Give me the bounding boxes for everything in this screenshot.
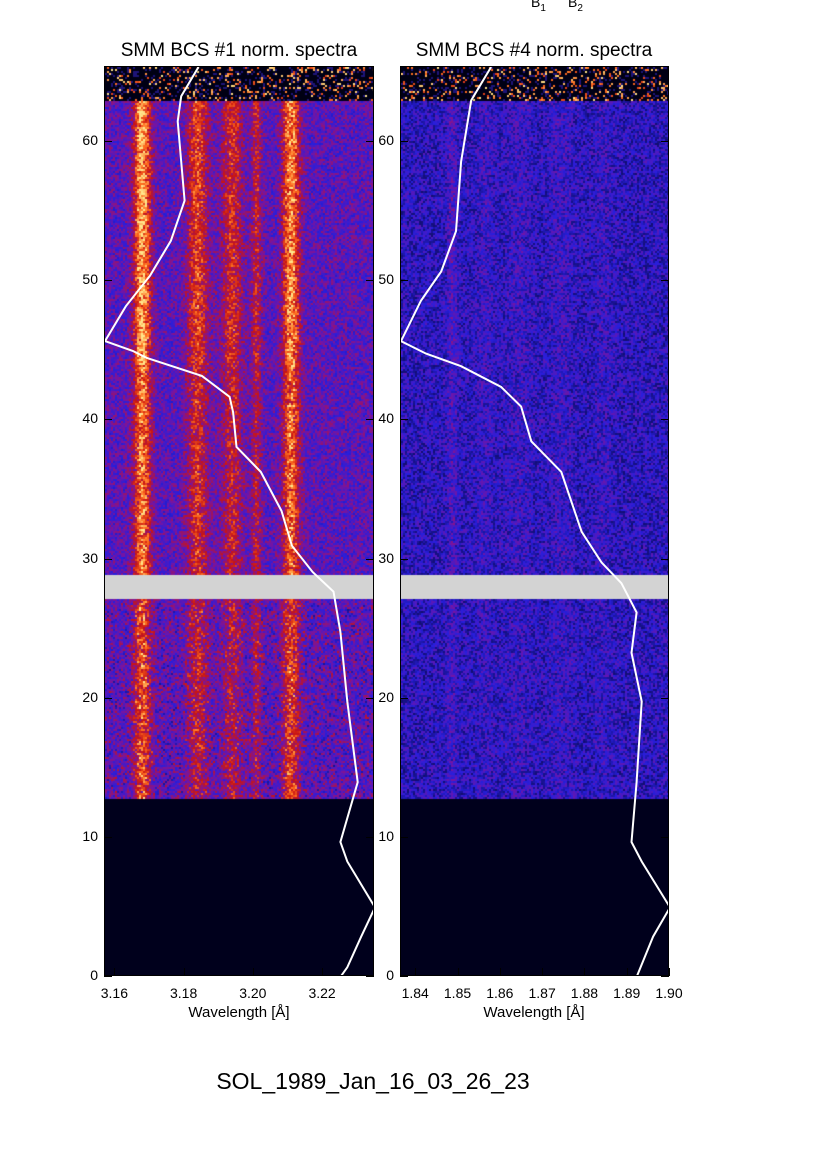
x-tick-mark <box>252 968 254 976</box>
y-tick-label: 60 <box>82 132 98 149</box>
b2-main: B <box>568 0 578 10</box>
y-tick-mark <box>400 836 408 838</box>
y-tick-mark <box>104 419 112 421</box>
x-tick-mark <box>584 968 586 976</box>
y-tick-label: 0 <box>386 967 394 983</box>
y-tick-mark <box>366 419 374 421</box>
x-tick-mark <box>457 968 459 976</box>
panel-2-title: SMM BCS #4 norm. spectra <box>415 40 653 61</box>
y-tick-mark <box>104 697 112 699</box>
b2-label: B2 <box>568 0 583 14</box>
y-tick-mark <box>661 697 669 699</box>
x-tick-label: 1.90 <box>655 985 683 1001</box>
y-tick-label: 40 <box>82 410 98 427</box>
x-tick-label: 1.84 <box>401 985 429 1001</box>
y-tick-label: 10 <box>82 827 98 844</box>
y-tick-mark <box>366 280 374 282</box>
x-tick-label: 3.16 <box>100 985 128 1001</box>
panel-2-spectrogram <box>400 66 669 976</box>
x-tick-mark <box>322 968 324 976</box>
y-tick-mark <box>661 280 669 282</box>
panel-1-spectrogram <box>104 66 374 976</box>
x-tick-mark <box>626 968 628 976</box>
y-tick-label: 50 <box>378 271 394 288</box>
y-tick-mark <box>661 836 669 838</box>
x-tick-mark <box>114 968 116 976</box>
y-tick-mark <box>400 280 408 282</box>
y-tick-mark <box>661 419 669 421</box>
panel-2-xlabel: Wavelength [Å] <box>483 1004 585 1021</box>
y-tick-mark <box>400 697 408 699</box>
panel-1-xlabel: Wavelength [Å] <box>188 1004 290 1021</box>
y-tick-mark <box>104 558 112 560</box>
y-tick-mark <box>366 141 374 143</box>
y-tick-mark <box>400 558 408 560</box>
y-tick-mark <box>661 141 669 143</box>
b1-main: B <box>531 0 541 10</box>
y-tick-label: 20 <box>378 688 394 705</box>
y-tick-mark <box>661 976 669 977</box>
x-tick-mark <box>542 968 544 976</box>
y-tick-label: 0 <box>90 967 98 983</box>
b1-sub: 1 <box>540 2 546 14</box>
y-tick-label: 20 <box>82 688 98 705</box>
y-tick-mark <box>400 141 408 143</box>
y-tick-label: 10 <box>378 827 394 844</box>
b2-sub: 2 <box>577 2 583 14</box>
y-tick-mark <box>400 419 408 421</box>
y-tick-label: 40 <box>378 410 394 427</box>
x-tick-mark <box>499 968 501 976</box>
y-tick-mark <box>366 836 374 838</box>
x-tick-label: 1.87 <box>528 985 556 1001</box>
y-tick-label: 30 <box>378 549 394 566</box>
x-tick-label: 1.86 <box>486 985 514 1001</box>
y-tick-label: 50 <box>82 271 98 288</box>
y-tick-mark <box>366 697 374 699</box>
x-tick-label: 3.20 <box>239 985 267 1001</box>
x-tick-label: 3.22 <box>308 985 336 1001</box>
y-tick-mark <box>104 836 112 838</box>
y-tick-mark <box>661 558 669 560</box>
y-tick-label: 30 <box>82 549 98 566</box>
panel-1-heatmap <box>105 67 373 975</box>
b1-label: B1 <box>531 0 546 14</box>
x-tick-label: 1.88 <box>570 985 599 1001</box>
x-tick-label: 3.18 <box>169 985 198 1001</box>
x-tick-mark <box>669 968 670 976</box>
y-tick-mark <box>366 558 374 560</box>
x-tick-mark <box>183 968 185 976</box>
x-tick-label: 1.89 <box>613 985 641 1001</box>
panel-2-overlay <box>401 67 668 975</box>
panel-1-title: SMM BCS #1 norm. spectra <box>120 40 358 61</box>
event-title: SOL_1989_Jan_16_03_26_23 <box>216 1068 530 1094</box>
x-tick-label: 1.85 <box>443 985 472 1001</box>
y-tick-label: 60 <box>378 132 394 149</box>
x-tick-mark <box>415 968 417 976</box>
y-tick-mark <box>104 280 112 282</box>
light-curve-overlay <box>401 67 668 975</box>
y-tick-mark <box>104 141 112 143</box>
light-curve-overlay <box>105 67 373 975</box>
panel-2-heatmap <box>401 67 668 975</box>
panel-1-overlay <box>105 67 373 975</box>
y-tick-mark <box>400 976 408 977</box>
y-tick-mark <box>104 976 112 977</box>
y-tick-mark <box>366 976 374 977</box>
